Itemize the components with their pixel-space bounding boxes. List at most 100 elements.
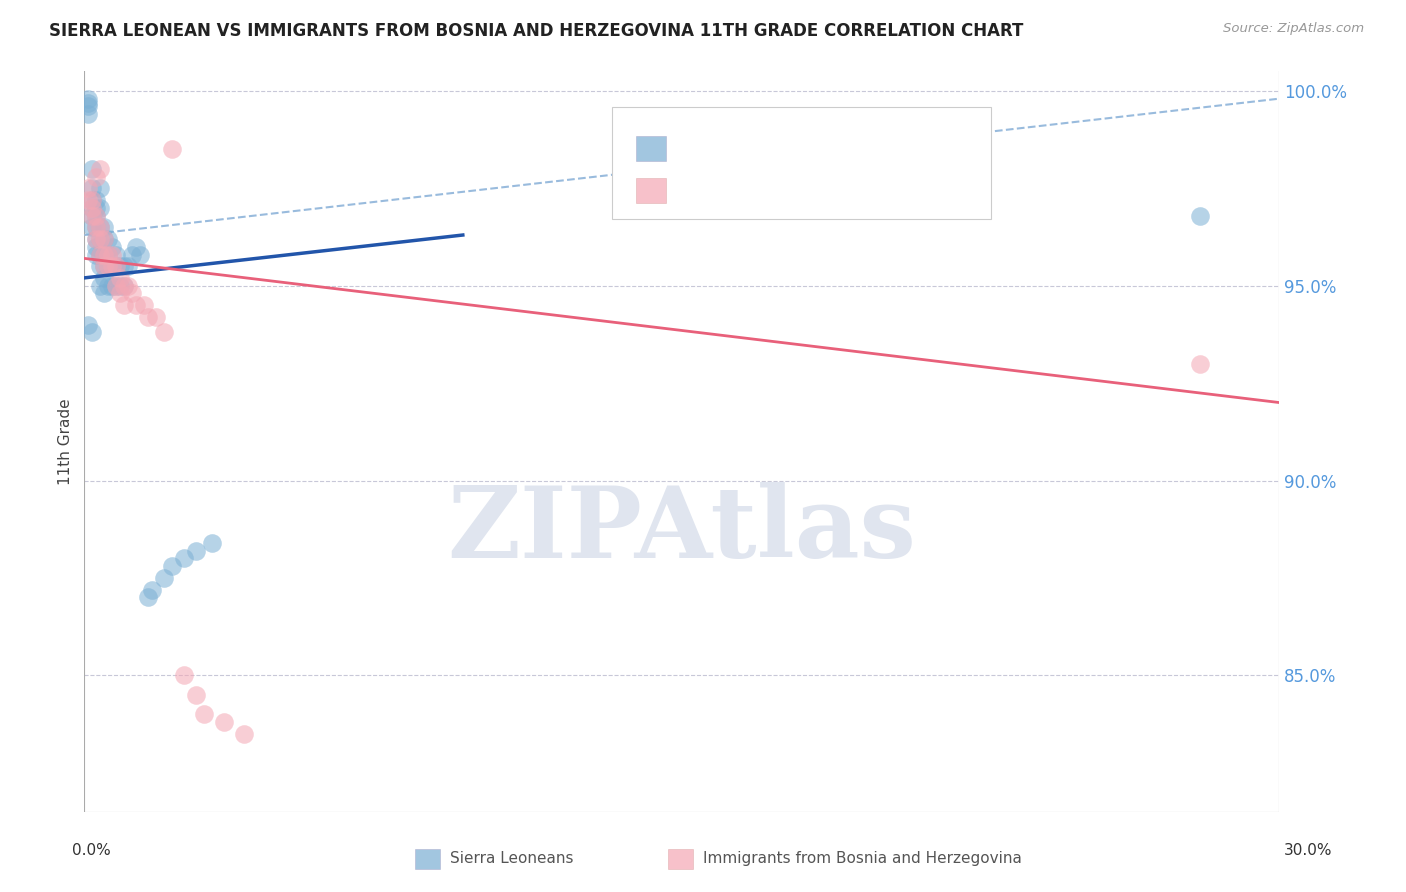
Point: [153, 326, 176, 340]
Point: [89, 201, 111, 215]
Point: [110, 278, 132, 293]
Point: [105, 247, 128, 261]
Point: [141, 582, 163, 597]
Point: [117, 259, 139, 273]
Point: [93, 259, 115, 273]
Point: [201, 536, 224, 550]
Point: [86, 247, 108, 261]
Point: [93, 247, 115, 261]
Point: [93, 271, 115, 285]
Point: [89, 220, 111, 235]
Point: [93, 220, 115, 235]
Point: [105, 278, 128, 293]
Point: [121, 286, 143, 301]
Point: [105, 259, 128, 273]
Point: [93, 232, 115, 246]
Point: [101, 259, 124, 273]
Point: [110, 286, 132, 301]
Text: Source: ZipAtlas.com: Source: ZipAtlas.com: [1223, 22, 1364, 36]
Point: [93, 232, 115, 246]
Point: [101, 278, 124, 293]
Point: [82, 201, 104, 215]
Point: [77, 99, 100, 113]
Point: [136, 591, 159, 605]
Point: [82, 220, 104, 235]
Point: [129, 247, 152, 261]
Point: [77, 193, 100, 207]
Point: [86, 169, 108, 184]
Text: ZIPAtlas: ZIPAtlas: [447, 482, 917, 579]
Point: [101, 247, 124, 261]
Point: [97, 259, 120, 273]
Point: [160, 559, 183, 574]
Point: [82, 326, 104, 340]
Point: [82, 209, 104, 223]
Point: [101, 259, 124, 273]
Point: [105, 278, 128, 293]
Point: [89, 259, 111, 273]
Point: [86, 201, 108, 215]
Point: [112, 298, 135, 312]
Point: [89, 161, 111, 176]
Point: [153, 571, 176, 585]
Point: [86, 240, 108, 254]
Point: [112, 278, 135, 293]
Point: [173, 668, 195, 682]
Point: [184, 543, 207, 558]
Point: [86, 209, 108, 223]
Point: [97, 247, 120, 261]
Text: Sierra Leoneans: Sierra Leoneans: [450, 852, 574, 866]
Point: [212, 715, 235, 730]
Text: 30.0%: 30.0%: [1284, 843, 1331, 858]
Point: [82, 193, 104, 207]
Point: [105, 259, 128, 273]
Point: [77, 92, 100, 106]
Point: [82, 181, 104, 195]
Point: [117, 278, 139, 293]
Point: [77, 318, 100, 332]
Point: [89, 220, 111, 235]
Point: [97, 278, 120, 293]
Point: [97, 259, 120, 273]
Point: [184, 688, 207, 702]
Point: [145, 310, 167, 324]
Text: R = 0.054   N = 58: R = 0.054 N = 58: [683, 136, 853, 154]
Point: [82, 161, 104, 176]
Point: [93, 286, 115, 301]
Point: [82, 193, 104, 207]
Point: [97, 247, 120, 261]
Text: 0.0%: 0.0%: [72, 843, 111, 858]
Point: [125, 298, 148, 312]
Point: [86, 209, 108, 223]
Text: Immigrants from Bosnia and Herzegovina: Immigrants from Bosnia and Herzegovina: [703, 852, 1022, 866]
Point: [110, 259, 132, 273]
Point: [132, 298, 156, 312]
Point: [89, 181, 111, 195]
Point: [89, 247, 111, 261]
Point: [121, 247, 143, 261]
Point: [89, 278, 111, 293]
Point: [173, 551, 195, 566]
Point: [193, 707, 215, 722]
Point: [89, 232, 111, 246]
Point: [89, 232, 111, 246]
Point: [77, 107, 100, 121]
Point: [93, 247, 115, 261]
Point: [86, 232, 108, 246]
Point: [232, 727, 254, 741]
Point: [82, 201, 104, 215]
Text: R = -0.128   N = 40: R = -0.128 N = 40: [683, 180, 860, 198]
Point: [112, 278, 135, 293]
Point: [136, 310, 159, 324]
Point: [86, 220, 108, 235]
Point: [160, 142, 183, 156]
Point: [1188, 357, 1211, 371]
Point: [77, 181, 100, 195]
Point: [112, 259, 135, 273]
Point: [77, 95, 100, 110]
Point: [86, 193, 108, 207]
Point: [86, 232, 108, 246]
Point: [110, 271, 132, 285]
Point: [1188, 209, 1211, 223]
Point: [89, 247, 111, 261]
